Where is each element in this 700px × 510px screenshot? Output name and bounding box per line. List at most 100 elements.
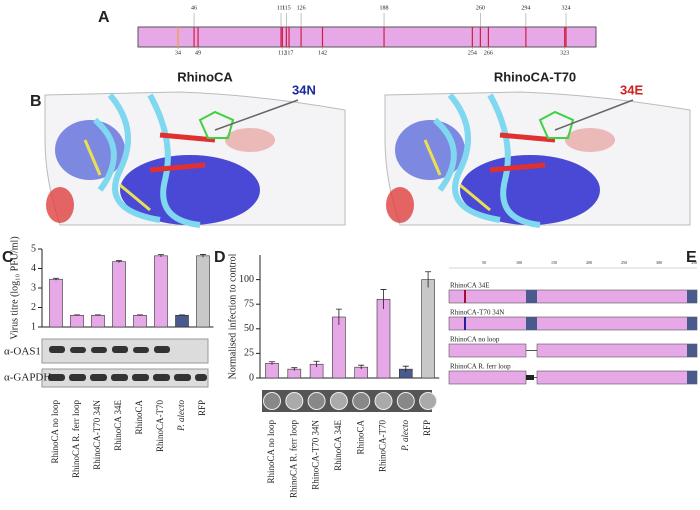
plaque-well xyxy=(374,392,393,410)
error-bar xyxy=(269,361,275,365)
site-label: 260 xyxy=(476,5,485,11)
panel-label: D xyxy=(214,249,226,266)
c-terminal xyxy=(687,371,697,384)
error-bar xyxy=(179,314,185,316)
domain xyxy=(448,343,527,358)
error-bar xyxy=(74,314,80,316)
error-bar xyxy=(313,360,320,368)
x-tick-label: RhinoCA xyxy=(134,400,144,435)
blot-bands xyxy=(48,346,207,381)
residue-label: 34N xyxy=(292,82,316,97)
ruler-label: 200 xyxy=(586,260,592,265)
x-tick-label: RhinoCA-T70 xyxy=(155,400,165,453)
error-bar xyxy=(425,271,432,288)
blot-label: α-OAS1 xyxy=(4,346,41,358)
residue-label: 34E xyxy=(620,82,643,97)
x-tick-label: RhinoCA R. ferr loop xyxy=(71,400,81,478)
bar xyxy=(376,298,391,379)
x-tick-label: RhinoCA-T70 34N xyxy=(92,399,102,469)
y-tick-label: 4 xyxy=(31,263,36,274)
panel-label: C xyxy=(2,249,14,266)
error-bar xyxy=(291,367,298,371)
ruler-label: 150 xyxy=(551,260,557,265)
bar xyxy=(70,314,84,328)
construct-label: RhinoCA no loop xyxy=(450,336,500,344)
panel-label: A xyxy=(98,9,110,26)
bar xyxy=(49,278,63,328)
site-label: 34 xyxy=(175,50,181,56)
site-label: 117 xyxy=(285,50,294,56)
error-bar xyxy=(200,254,206,258)
site-label: 126 xyxy=(297,5,306,11)
domain xyxy=(448,289,698,304)
mutation xyxy=(464,290,466,303)
c-terminal xyxy=(687,344,697,357)
bar xyxy=(421,279,435,379)
c-terminal xyxy=(687,317,697,330)
x-tick-label: RhinoCA 34E xyxy=(333,420,343,471)
y-tick-label: 1 xyxy=(31,321,36,332)
error-bar xyxy=(95,314,101,316)
bar xyxy=(112,261,126,328)
panel-label: E xyxy=(686,249,697,266)
bar xyxy=(196,255,210,328)
error-bar xyxy=(380,289,387,310)
plaque-well xyxy=(419,392,438,410)
y-tick-label: 2 xyxy=(31,302,36,313)
x-tick-label: RhinoCA-T70 34N xyxy=(311,419,321,489)
x-tick-label: P. alecto xyxy=(400,420,410,452)
site-label: 323 xyxy=(560,50,569,56)
site-label: 266 xyxy=(484,50,493,56)
plaque-well xyxy=(307,392,326,410)
loop-region xyxy=(526,317,537,330)
x-tick-label: RhinoCA-T70 xyxy=(378,420,388,473)
bar xyxy=(133,314,147,328)
x-tick-label: RhinoCA 34E xyxy=(113,400,123,451)
site-label: 324 xyxy=(562,5,571,11)
error-bar xyxy=(158,254,164,257)
x-tick-label: P. alecto xyxy=(176,400,186,432)
site-label: 111 xyxy=(277,5,286,11)
x-tick-label: RhinoCA R. ferr loop xyxy=(288,420,298,498)
ruler-label: 300 xyxy=(656,260,662,265)
construct-label: RhinoCA 34E xyxy=(450,282,489,290)
error-bar xyxy=(402,365,409,373)
domain xyxy=(536,343,698,358)
y-tick-label: 75 xyxy=(244,298,254,309)
construct-label: RhinoCA R. ferr loop xyxy=(450,363,511,371)
site-label: 112 xyxy=(278,50,287,56)
loop-region xyxy=(526,290,537,303)
domain xyxy=(448,316,698,331)
y-tick-label: 5 xyxy=(31,243,36,254)
ruler-label: 100 xyxy=(516,260,522,265)
ruler-label: 250 xyxy=(621,260,627,265)
sequence-bar xyxy=(137,26,597,48)
domain xyxy=(536,370,698,385)
panel-label: B xyxy=(30,93,42,110)
site-label: 115 xyxy=(282,5,291,11)
y-axis-label: Virus titre (log₁₀ PFU/ml) xyxy=(9,236,20,339)
error-bar xyxy=(335,308,342,325)
mutation xyxy=(464,317,466,330)
y-tick-label: 100 xyxy=(239,274,254,285)
construct-label: RhinoCA-T70 34N xyxy=(450,309,504,317)
x-tick-label: RFP xyxy=(197,400,207,416)
ruler-label: 50 xyxy=(482,260,486,265)
y-tick-label: 25 xyxy=(244,348,254,359)
site-label: 188 xyxy=(380,5,389,11)
x-tick-label: RhinoCA no loop xyxy=(50,400,60,464)
bar xyxy=(91,314,105,328)
site-label: 294 xyxy=(521,5,530,11)
plaque-well xyxy=(329,392,348,410)
domain xyxy=(448,370,527,385)
structure-title: RhinoCA-T70 xyxy=(494,69,576,84)
bar xyxy=(175,314,189,328)
y-axis-label: Normalised infection to control xyxy=(227,253,238,379)
error-bar xyxy=(116,260,122,263)
structure-title: RhinoCA xyxy=(177,69,233,84)
bar xyxy=(332,316,346,379)
plaque-well xyxy=(352,392,371,410)
site-label: 49 xyxy=(195,50,201,56)
site-label: 254 xyxy=(468,50,477,56)
y-tick-label: 0 xyxy=(249,372,254,383)
